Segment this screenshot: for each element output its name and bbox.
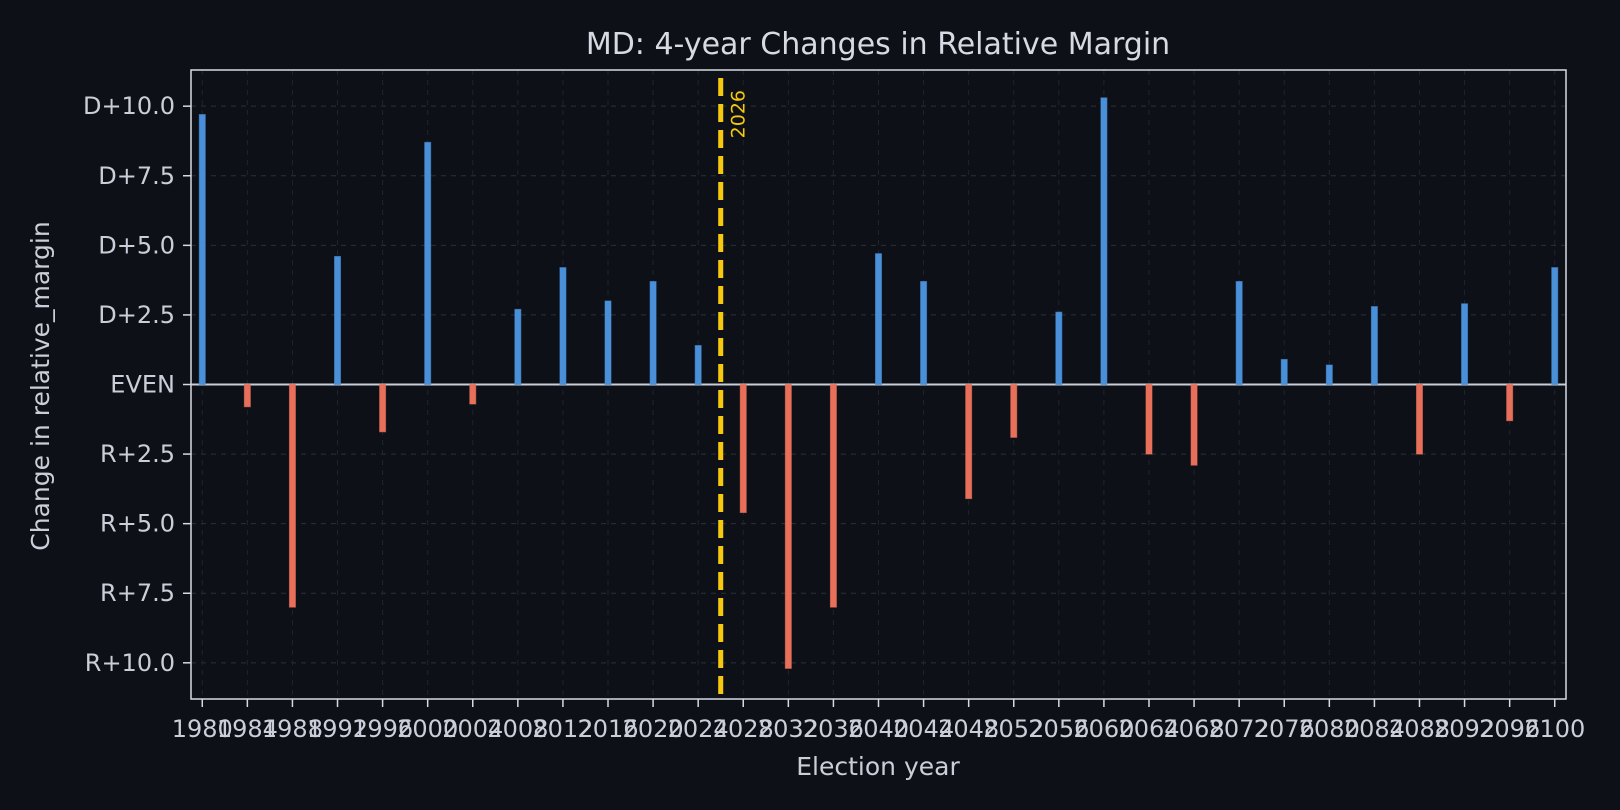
x-tick-label: 2056	[1028, 715, 1089, 743]
x-tick-label: 2028	[713, 715, 774, 743]
x-tick-label: 2080	[1299, 715, 1360, 743]
bar	[875, 253, 882, 385]
x-tick-label: 2088	[1389, 715, 1450, 743]
bar	[514, 308, 522, 385]
x-tick-label: 2044	[893, 715, 954, 743]
x-tick-label: 1984	[217, 715, 278, 743]
bar	[1551, 267, 1559, 386]
bar	[1190, 384, 1198, 466]
y-tick-label: EVEN	[110, 371, 175, 399]
plot-area: 2026 D+10.0 D+7.5 D+5.0 D+2.5 EVEN R+2.5 R+5.0 R…	[83, 69, 1585, 743]
bar	[604, 300, 612, 385]
x-axis-label: Election year	[796, 752, 960, 781]
y-tick-label: D+7.5	[98, 162, 175, 190]
bar	[469, 384, 477, 405]
x-tick-label: 2020	[623, 715, 684, 743]
x-tick-label: 2048	[938, 715, 999, 743]
bar	[1370, 306, 1378, 386]
x-tick-label: 2084	[1344, 715, 1405, 743]
y-tick-label: R+10.0	[85, 649, 175, 677]
bar	[198, 114, 206, 385]
bar	[1280, 358, 1288, 385]
bar	[1145, 384, 1153, 455]
bar	[559, 267, 567, 386]
x-tick-label: 2064	[1118, 715, 1179, 743]
y-tick-label: R+7.5	[100, 579, 175, 607]
x-tick-label: 2016	[577, 715, 638, 743]
x-tick-label: 2096	[1479, 715, 1540, 743]
x-tick-label: 2060	[1073, 715, 1134, 743]
x-tick-label: 2036	[803, 715, 864, 743]
bar	[288, 384, 296, 608]
chart-title: MD: 4-year Changes in Relative Margin	[586, 27, 1170, 62]
bar	[1235, 281, 1243, 385]
x-tick-label: 2008	[487, 715, 548, 743]
annotation-label: 2026	[728, 90, 750, 138]
x-tick-label: 2072	[1209, 715, 1270, 743]
x-tick-label: 2068	[1164, 715, 1225, 743]
bar	[424, 141, 432, 385]
x-tick-label: 2052	[983, 715, 1044, 743]
bar	[1415, 384, 1423, 455]
x-tick-label: 1992	[307, 715, 368, 743]
bar	[694, 345, 702, 386]
bar	[243, 384, 251, 408]
bar	[379, 384, 387, 433]
bar	[739, 384, 747, 514]
bar	[920, 281, 928, 385]
x-tick-label: 1988	[262, 715, 323, 743]
x-tick-label: 2100	[1524, 715, 1585, 743]
x-tick-label: 2032	[758, 715, 819, 743]
bar	[334, 255, 342, 385]
bar	[1461, 303, 1469, 385]
x-tick-label: 2040	[848, 715, 909, 743]
y-axis-label: Change in relative_margin	[26, 221, 55, 550]
y-tick-label: D+10.0	[83, 92, 175, 120]
y-tick-label: D+5.0	[98, 231, 175, 259]
bar	[1506, 384, 1514, 422]
bar	[649, 281, 657, 385]
bar	[965, 384, 973, 500]
x-tick-label: 2076	[1254, 715, 1315, 743]
x-tick-label: 2092	[1434, 715, 1495, 743]
bar	[1325, 364, 1333, 386]
bar	[829, 384, 837, 608]
bar	[784, 384, 792, 669]
y-tick-label: D+2.5	[98, 301, 175, 329]
x-tick-label: 2024	[668, 715, 729, 743]
y-tick-label: R+2.5	[100, 440, 175, 468]
bar	[1100, 97, 1108, 386]
x-tick-label: 2000	[397, 715, 458, 743]
x-tick-label: 2012	[532, 715, 593, 743]
x-tick-label: 1996	[352, 715, 413, 743]
x-tick-label: 2004	[442, 715, 503, 743]
bar	[1010, 384, 1018, 438]
y-tick-label: R+5.0	[100, 510, 175, 538]
x-tick-label: 1980	[172, 715, 233, 743]
bar	[1055, 311, 1063, 386]
